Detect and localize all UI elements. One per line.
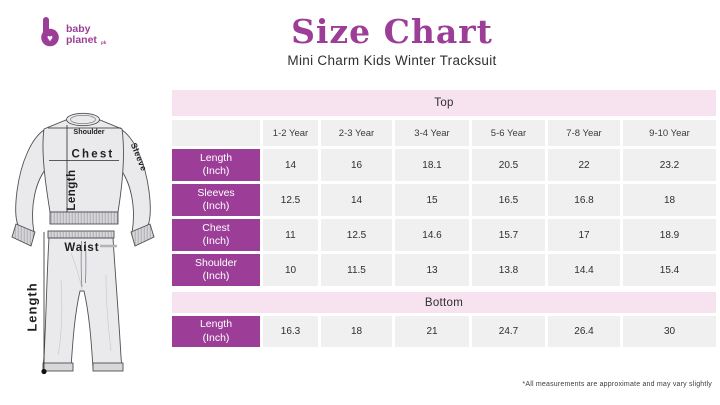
row-label-unit: (Inch) — [202, 235, 230, 247]
right-leg-cuff — [92, 362, 124, 372]
value-cell: 18.9 — [623, 219, 716, 251]
brand-logo: ♥ baby planet pk — [41, 17, 107, 47]
value-cell: 13.8 — [472, 254, 545, 286]
bottom-section-band: Bottom — [172, 292, 716, 313]
row-label-chest: Chest (Inch) — [172, 219, 260, 251]
column-header: 1-2 Year — [263, 120, 318, 146]
row-label-unit: (Inch) — [202, 331, 230, 344]
fabric-creases — [57, 252, 112, 356]
value-cell: 18.1 — [395, 149, 469, 181]
value-cell: 14.6 — [395, 219, 469, 251]
value-cell: 15.4 — [623, 254, 716, 286]
left-sleeve — [15, 129, 51, 234]
row-label-name: Length — [199, 318, 233, 331]
collar-inner — [70, 114, 96, 124]
diagram-label-shoulder: Shoulder — [73, 127, 104, 136]
diagram-label-chest: Chest — [72, 149, 115, 161]
value-cell: 14.4 — [548, 254, 620, 286]
top-section-band: Top — [172, 90, 716, 116]
left-cuff — [11, 223, 36, 247]
left-leg-cuff — [42, 362, 74, 372]
logo-b-mark: ♥ — [41, 17, 59, 47]
sweatshirt-hem — [49, 211, 119, 225]
value-cell: 10 — [263, 254, 318, 286]
column-header: 5-6 Year — [472, 120, 545, 146]
column-header: 9-10 Year — [623, 120, 716, 146]
logo-word-baby: baby — [66, 23, 91, 35]
column-header: 3-4 Year — [395, 120, 469, 146]
value-cell: 11.5 — [321, 254, 392, 286]
length-end-dot — [41, 368, 47, 375]
value-cell: 15 — [395, 184, 469, 216]
value-cell: 16.8 — [548, 184, 620, 216]
row-label-sleeves: Sleeves (Inch) — [172, 184, 260, 216]
value-cell: 23.2 — [623, 149, 716, 181]
column-header: 2-3 Year — [321, 120, 392, 146]
row-label-name: Chest — [202, 221, 230, 234]
top-size-table: 1-2 Year 2-3 Year 3-4 Year 5-6 Year 7-8 … — [172, 120, 716, 286]
value-cell: 30 — [623, 316, 716, 347]
tracksuit-diagram: Shoulder Chest Length Sleeve Waist Lengt… — [11, 112, 155, 375]
bottom-size-table: Length (Inch) 16.3 18 21 24.7 26.4 30 — [172, 316, 716, 347]
value-cell: 15.7 — [472, 219, 545, 251]
value-cell: 20.5 — [472, 149, 545, 181]
value-cell: 17 — [548, 219, 620, 251]
logo-suffix: pk — [101, 40, 107, 45]
row-label-length-bottom: Length (Inch) — [172, 316, 260, 347]
row-label-name: Shoulder — [194, 256, 238, 269]
row-label-name: Length — [199, 151, 233, 164]
measurements-footnote: *All measurements are approximate and ma… — [522, 381, 712, 388]
value-cell: 12.5 — [321, 219, 392, 251]
corner-cell — [172, 120, 260, 146]
value-cell: 12.5 — [263, 184, 318, 216]
value-cell: 11 — [263, 219, 318, 251]
sweatshirt-illustration — [11, 112, 155, 247]
page-subtitle: Mini Charm Kids Winter Tracksuit — [287, 53, 497, 68]
value-cell: 16 — [321, 149, 392, 181]
value-cell: 21 — [395, 316, 469, 347]
row-label-name: Sleeves — [197, 186, 235, 199]
drawstring — [80, 240, 87, 288]
logo-word-planet: planet — [66, 34, 97, 46]
value-cell: 18 — [321, 316, 392, 347]
diagram-label-waist: Waist — [64, 242, 99, 254]
row-label-unit: (Inch) — [202, 165, 230, 177]
value-cell: 18 — [623, 184, 716, 216]
page-title: Size Chart — [291, 12, 493, 51]
value-cell: 13 — [395, 254, 469, 286]
diagram-label-length-top: Length — [66, 169, 78, 210]
page-header: Size Chart Mini Charm Kids Winter Tracks… — [66, 12, 718, 69]
value-cell: 16.5 — [472, 184, 545, 216]
measurement-lines — [41, 125, 121, 375]
value-cell: 16.3 — [263, 316, 318, 347]
value-cell: 14 — [263, 149, 318, 181]
pants-illustration — [42, 230, 124, 372]
row-label-unit: (Inch) — [202, 200, 230, 212]
value-cell: 24.7 — [472, 316, 545, 347]
value-cell: 22 — [548, 149, 620, 181]
right-cuff — [130, 223, 155, 247]
column-header: 7-8 Year — [548, 120, 620, 146]
diagram-label-length-bottom: Length — [25, 282, 40, 331]
value-cell: 14 — [321, 184, 392, 216]
waistband — [47, 230, 115, 239]
heart-icon: ♥ — [47, 34, 53, 45]
right-sleeve — [115, 129, 151, 234]
pants-body — [42, 237, 123, 369]
row-label-shoulder: Shoulder (Inch) — [172, 254, 260, 286]
value-cell: 26.4 — [548, 316, 620, 347]
row-label-unit: (Inch) — [202, 270, 230, 282]
row-label-length: Length (Inch) — [172, 149, 260, 181]
size-tables: Top 1-2 Year 2-3 Year 3-4 Year 5-6 Year … — [172, 90, 716, 347]
